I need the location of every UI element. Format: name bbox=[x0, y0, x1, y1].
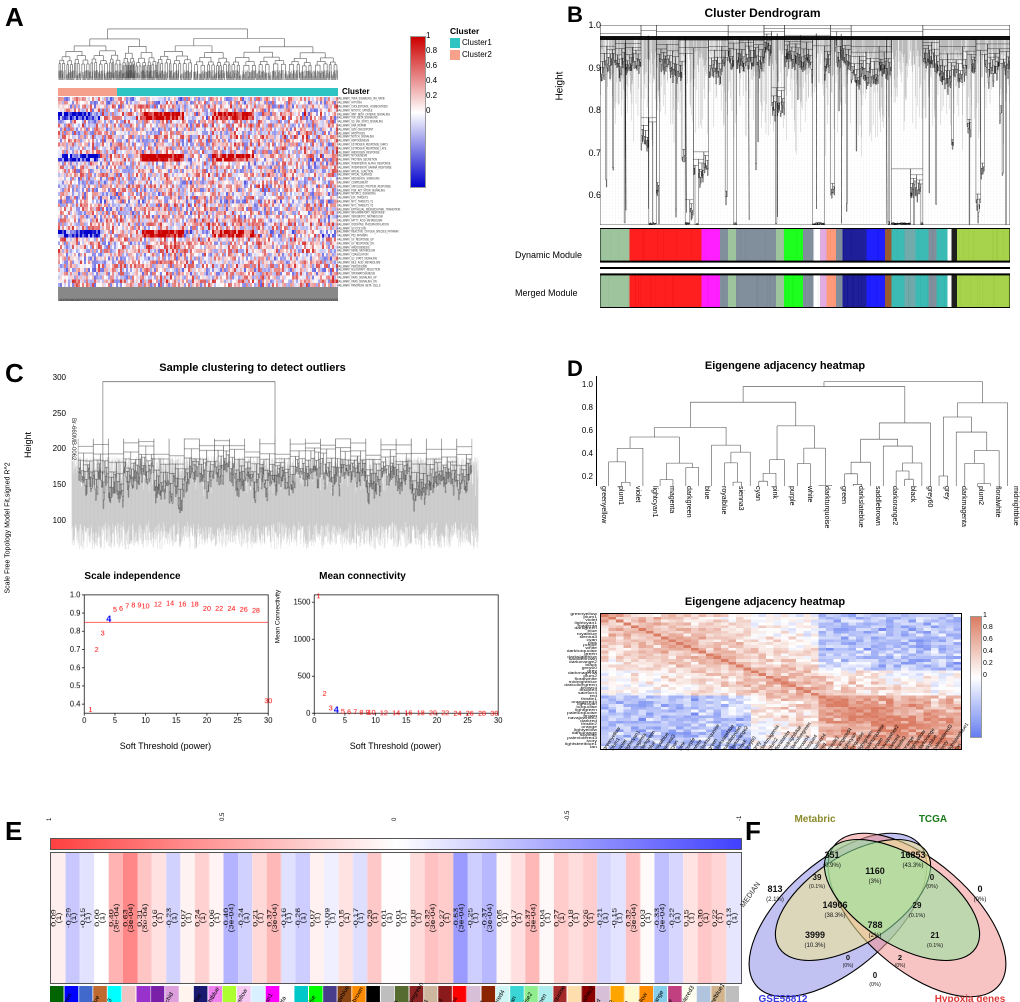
svg-text:0: 0 bbox=[930, 873, 935, 882]
svg-text:39: 39 bbox=[813, 873, 822, 882]
svg-text:(0.1%): (0.1%) bbox=[909, 913, 925, 919]
svg-text:(0.1%): (0.1%) bbox=[927, 943, 943, 949]
svg-text:(2%): (2%) bbox=[869, 933, 882, 939]
svg-text:0: 0 bbox=[873, 971, 878, 980]
svg-text:(10.3%): (10.3%) bbox=[804, 943, 825, 949]
svg-text:(0%): (0%) bbox=[869, 982, 881, 988]
svg-text:(0%): (0%) bbox=[974, 897, 987, 903]
svg-text:2: 2 bbox=[898, 953, 902, 962]
svg-text:(0%): (0%) bbox=[926, 884, 938, 890]
svg-text:GSE58812: GSE58812 bbox=[759, 994, 808, 1002]
svg-text:29: 29 bbox=[913, 901, 922, 910]
svg-text:16853: 16853 bbox=[900, 850, 925, 860]
svg-text:14906: 14906 bbox=[822, 900, 847, 910]
svg-text:0: 0 bbox=[846, 953, 850, 962]
svg-text:21: 21 bbox=[931, 931, 940, 940]
svg-text:(3%): (3%) bbox=[869, 879, 882, 885]
svg-text:(38.3%): (38.3%) bbox=[824, 913, 845, 919]
svg-text:Hypoxia genes: Hypoxia genes bbox=[935, 994, 1006, 1002]
svg-text:0: 0 bbox=[977, 884, 982, 894]
svg-text:(0%): (0%) bbox=[843, 963, 854, 969]
svg-text:(0%): (0%) bbox=[895, 963, 906, 969]
svg-text:351: 351 bbox=[824, 850, 839, 860]
svg-text:813: 813 bbox=[767, 884, 782, 894]
svg-text:788: 788 bbox=[867, 920, 882, 930]
svg-text:TCGA: TCGA bbox=[919, 814, 947, 825]
svg-text:Metabric: Metabric bbox=[794, 814, 836, 825]
svg-text:1160: 1160 bbox=[865, 866, 885, 876]
svg-text:(0.1%): (0.1%) bbox=[809, 884, 825, 890]
svg-text:(2.1%): (2.1%) bbox=[766, 897, 784, 903]
svg-text:(0.9%): (0.9%) bbox=[823, 863, 841, 869]
svg-text:3999: 3999 bbox=[805, 930, 825, 940]
svg-text:(43.3%): (43.3%) bbox=[902, 863, 923, 869]
